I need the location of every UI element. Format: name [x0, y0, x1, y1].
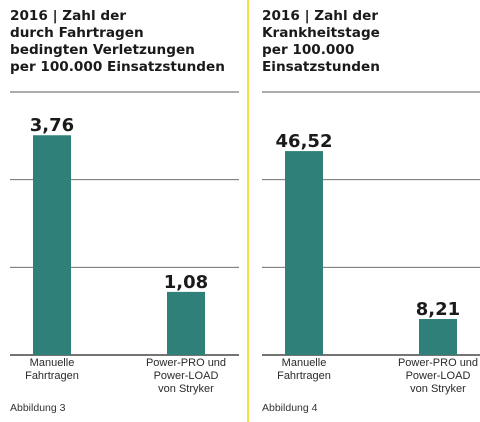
x-tick-label: Manuelle [282, 357, 327, 369]
chart-title-line: 2016 | Zahl der [262, 8, 379, 24]
figure-caption: Abbildung 4 [262, 402, 318, 414]
panel-divider [247, 0, 249, 422]
chart-title: 2016 | Zahl der durch Fahrtragen bedingt… [10, 8, 239, 76]
chart-title-line: Einsatzstunden [262, 59, 380, 75]
bar [285, 151, 323, 355]
chart-title-line: bedingten Verletzungen [10, 42, 195, 58]
bar-value-label: 8,21 [416, 299, 460, 320]
chart-title-line: durch Fahrtragen [10, 25, 144, 41]
x-tick-label: Power-PRO und [398, 357, 478, 369]
bar-value-label: 3,76 [30, 115, 74, 136]
bar-value-label: 1,08 [164, 272, 208, 293]
x-tick-label: von Stryker [410, 383, 466, 395]
bar [33, 135, 71, 355]
chart-panel-sick-days: 2016 | Zahl der Krankheitstage per 100.0… [262, 0, 480, 422]
bar [419, 319, 457, 355]
x-tick-label: Fahrtragen [277, 370, 331, 382]
x-tick-label: Power-LOAD [154, 370, 219, 382]
bar [167, 291, 205, 355]
x-tick-label: Power-LOAD [406, 370, 471, 382]
chart-title-line: Krankheitstage [262, 25, 380, 41]
x-tick-label: Power-PRO und [146, 357, 226, 369]
chart-panel-injuries: 2016 | Zahl der durch Fahrtragen bedingt… [10, 0, 239, 422]
chart-title-line: per 100.000 [262, 42, 355, 58]
x-tick-label: von Stryker [158, 383, 214, 395]
bar-value-label: 46,52 [276, 131, 333, 152]
x-tick-label: Manuelle [30, 357, 75, 369]
chart-title-line: per 100.000 Einsatzstunden [10, 59, 225, 75]
chart-title: 2016 | Zahl der Krankheitstage per 100.0… [262, 8, 480, 76]
chart-title-line: 2016 | Zahl der [10, 8, 127, 24]
x-tick-label: Fahrtragen [25, 370, 79, 382]
figure-caption: Abbildung 3 [10, 402, 66, 414]
